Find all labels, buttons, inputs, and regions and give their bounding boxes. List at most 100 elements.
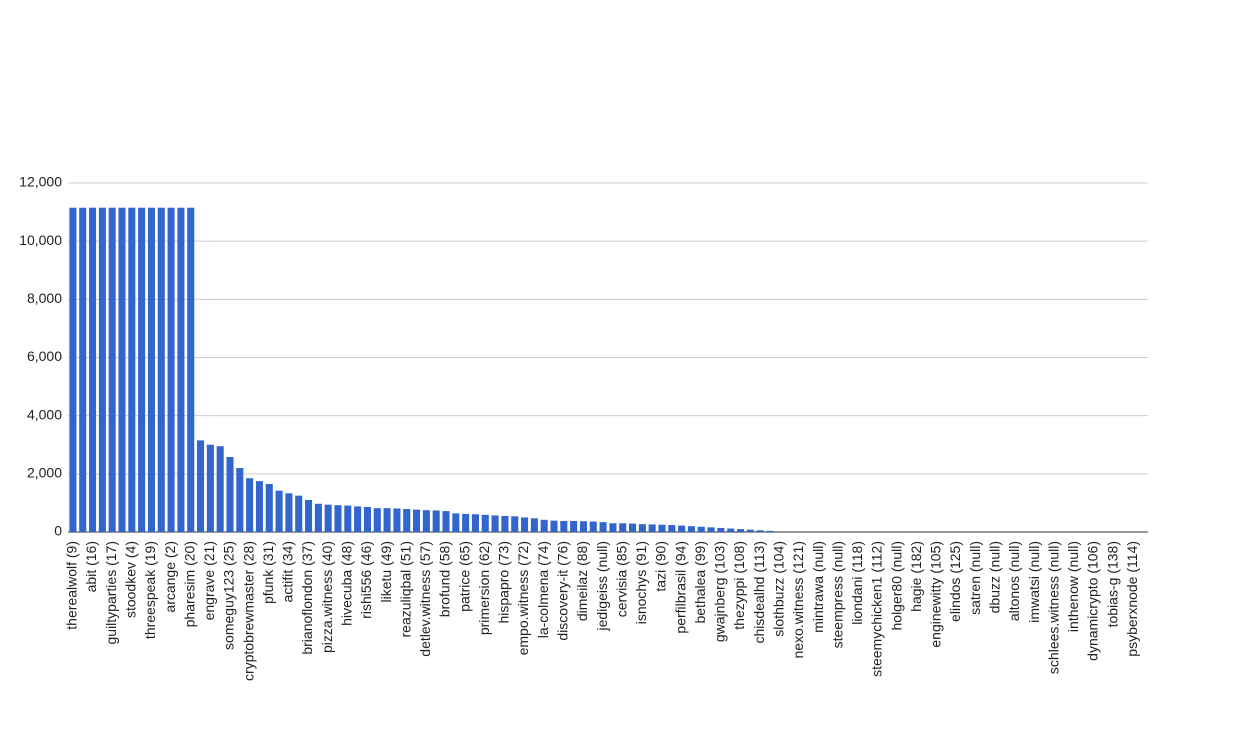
bar <box>403 509 411 532</box>
x-tick-label: jedigeiss (null) <box>594 541 610 631</box>
x-tick-label: brofund (58) <box>437 541 453 617</box>
bar <box>226 456 234 532</box>
x-tick-label: empo.witness (72) <box>515 541 531 655</box>
bar <box>530 518 538 532</box>
bar <box>471 514 479 532</box>
y-tick-label: 2,000 <box>27 465 62 481</box>
bar <box>138 207 146 533</box>
bar <box>89 207 97 533</box>
x-tick-label: psyberxnode (114) <box>1124 541 1140 657</box>
bar <box>69 207 77 533</box>
bar <box>687 526 695 532</box>
bar <box>383 508 391 532</box>
bar <box>629 523 637 532</box>
x-tick-label: thezyppi (108) <box>731 541 747 630</box>
x-tick-label: steemychicken1 (112) <box>869 541 885 677</box>
x-tick-label: gwajnberg (103) <box>712 541 728 642</box>
bar <box>275 490 283 532</box>
x-tick-label: tobias-g (138) <box>1104 541 1120 627</box>
x-tick-label: hagie (182) <box>908 541 924 612</box>
x-tick-label: isnochys (91) <box>633 541 649 624</box>
x-tick-label: stoodkev (4) <box>123 541 139 618</box>
bar <box>511 516 519 532</box>
y-tick-label: 0 <box>54 523 62 539</box>
x-tick-label: actifit (34) <box>280 541 296 602</box>
bar <box>707 527 715 532</box>
bar <box>727 528 735 532</box>
x-tick-label: someguy123 (25) <box>221 541 237 650</box>
bar <box>491 515 499 532</box>
bar <box>737 529 745 532</box>
x-tick-label: pizza.witness (40) <box>319 541 335 653</box>
x-tick-label: slothbuzz (104) <box>771 541 787 637</box>
bar <box>452 513 460 532</box>
x-tick-label: rishi556 (46) <box>358 541 374 619</box>
bar <box>422 510 430 532</box>
x-tick-label: hivecuba (48) <box>339 541 355 626</box>
x-tick-label: patrice (65) <box>456 541 472 612</box>
bar <box>295 495 303 532</box>
bar <box>717 527 725 532</box>
bar <box>197 440 205 532</box>
bar <box>668 525 676 532</box>
y-tick-label: 10,000 <box>19 232 62 248</box>
x-tick-label: guiltyparties (17) <box>103 541 119 645</box>
bar <box>589 521 597 532</box>
bar <box>334 505 342 532</box>
bar <box>79 207 87 533</box>
bar <box>305 500 313 532</box>
bar <box>393 508 401 532</box>
x-tick-label: elindos (125) <box>947 541 963 622</box>
x-tick-label: la-colmena (74) <box>535 541 551 638</box>
bar <box>579 521 587 532</box>
x-tick-label: imwatsi (null) <box>1026 541 1042 623</box>
x-tick-label: liondani (118) <box>849 541 865 625</box>
x-tick-label: holger80 (null) <box>888 541 904 631</box>
bar <box>432 510 440 532</box>
x-tick-label: tazi (90) <box>653 541 669 592</box>
x-tick-label: liketu (49) <box>378 541 394 602</box>
bar <box>177 207 185 533</box>
y-tick-label: 8,000 <box>27 290 62 306</box>
y-tick-label: 12,000 <box>19 174 62 190</box>
x-tick-label: discovery-it (76) <box>555 541 571 641</box>
x-tick-label: pfunk (31) <box>260 541 276 604</box>
x-tick-label: therealwolf (9) <box>64 541 80 630</box>
bar <box>540 519 548 532</box>
x-tick-label: schlees.witness (null) <box>1045 541 1061 674</box>
bar <box>521 517 529 532</box>
bar <box>363 506 371 532</box>
bar <box>697 526 705 532</box>
bar <box>413 509 421 532</box>
bar <box>285 493 293 532</box>
x-tick-label: hispapro (73) <box>496 541 512 624</box>
x-tick-label: dynamicrypto (106) <box>1085 541 1101 661</box>
bar <box>619 523 627 532</box>
x-tick-label: cervisia (85) <box>613 541 629 617</box>
x-tick-label: mintrawa (null) <box>810 541 826 633</box>
x-tick-label: abit (16) <box>83 541 99 592</box>
x-tick-label: perfilbrasil (94) <box>672 541 688 634</box>
y-tick-label: 4,000 <box>27 406 62 422</box>
bar <box>599 522 607 532</box>
bar <box>167 207 175 533</box>
bar <box>560 520 568 532</box>
x-tick-label: enginewitty (105) <box>928 541 944 648</box>
x-tick-label: steempress (null) <box>829 541 845 648</box>
x-tick-label: detlev.witness (57) <box>417 541 433 657</box>
x-tick-label: reazuliqbal (51) <box>397 541 413 638</box>
bar <box>216 446 224 532</box>
bar <box>638 524 646 532</box>
bar <box>246 478 254 532</box>
x-tick-label: nexo.witness (121) <box>790 541 806 659</box>
bar <box>255 481 263 532</box>
bar <box>187 207 195 533</box>
bar <box>265 484 273 532</box>
bar <box>481 514 489 532</box>
x-tick-label: altonos (null) <box>1006 541 1022 621</box>
bar <box>108 207 116 533</box>
x-tick-label: engrave (21) <box>201 541 217 620</box>
bar <box>128 207 136 533</box>
